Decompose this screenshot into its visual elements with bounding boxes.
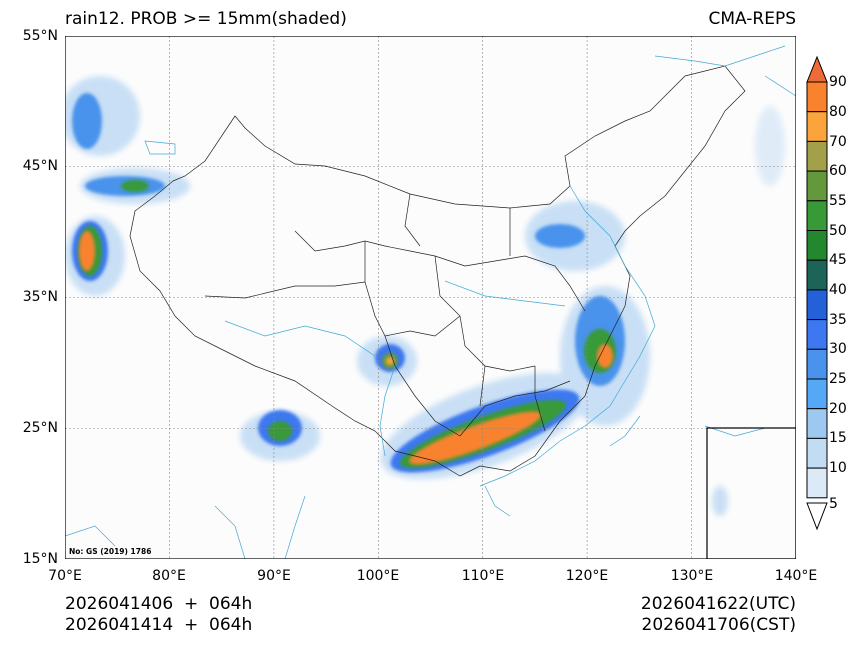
colorbar-label-40: 40 [829, 282, 847, 298]
ytick-35n: 35°N [22, 289, 58, 305]
colorbar [806, 55, 828, 531]
init-time-utc: 2026041406 + 064h [65, 594, 253, 614]
colorbar-label-5: 5 [829, 496, 838, 512]
valid-time-utc: 2026041622(UTC) [640, 594, 796, 614]
colorbar-label-10: 10 [829, 460, 847, 476]
init-time-cst: 2026041414 + 064h [65, 615, 253, 635]
colorbar-label-55: 55 [829, 193, 847, 209]
colorbar-label-30: 30 [829, 341, 847, 357]
ytick-15n: 15°N [22, 551, 58, 567]
xtick-120e: 120°E [565, 568, 609, 584]
colorbar-label-45: 45 [829, 252, 847, 268]
colorbar-label-90: 90 [829, 74, 847, 90]
xtick-70e: 70°E [48, 568, 82, 584]
colorbar-label-15: 15 [829, 430, 847, 446]
xtick-100e: 100°E [356, 568, 400, 584]
xtick-110e: 110°E [461, 568, 505, 584]
valid-time-cst: 2026041706(CST) [641, 615, 796, 635]
map-approval-number: No: GS (2019) 1786 [69, 547, 152, 556]
chart-title: rain12. PROB >= 15mm(shaded) [65, 9, 347, 29]
ytick-25n: 25°N [22, 420, 58, 436]
colorbar-label-20: 20 [829, 401, 847, 417]
xtick-140e: 140°E [774, 568, 818, 584]
colorbar-label-25: 25 [829, 371, 847, 387]
colorbar-label-35: 35 [829, 312, 847, 328]
probability-map [65, 36, 796, 559]
xtick-80e: 80°E [152, 568, 186, 584]
xtick-130e: 130°E [670, 568, 714, 584]
xtick-90e: 90°E [257, 568, 291, 584]
colorbar-label-70: 70 [829, 134, 847, 150]
colorbar-label-50: 50 [829, 223, 847, 239]
model-name: CMA-REPS [708, 9, 796, 29]
ytick-45n: 45°N [22, 158, 58, 174]
colorbar-label-80: 80 [829, 104, 847, 120]
ytick-55n: 55°N [22, 28, 58, 44]
colorbar-label-60: 60 [829, 163, 847, 179]
